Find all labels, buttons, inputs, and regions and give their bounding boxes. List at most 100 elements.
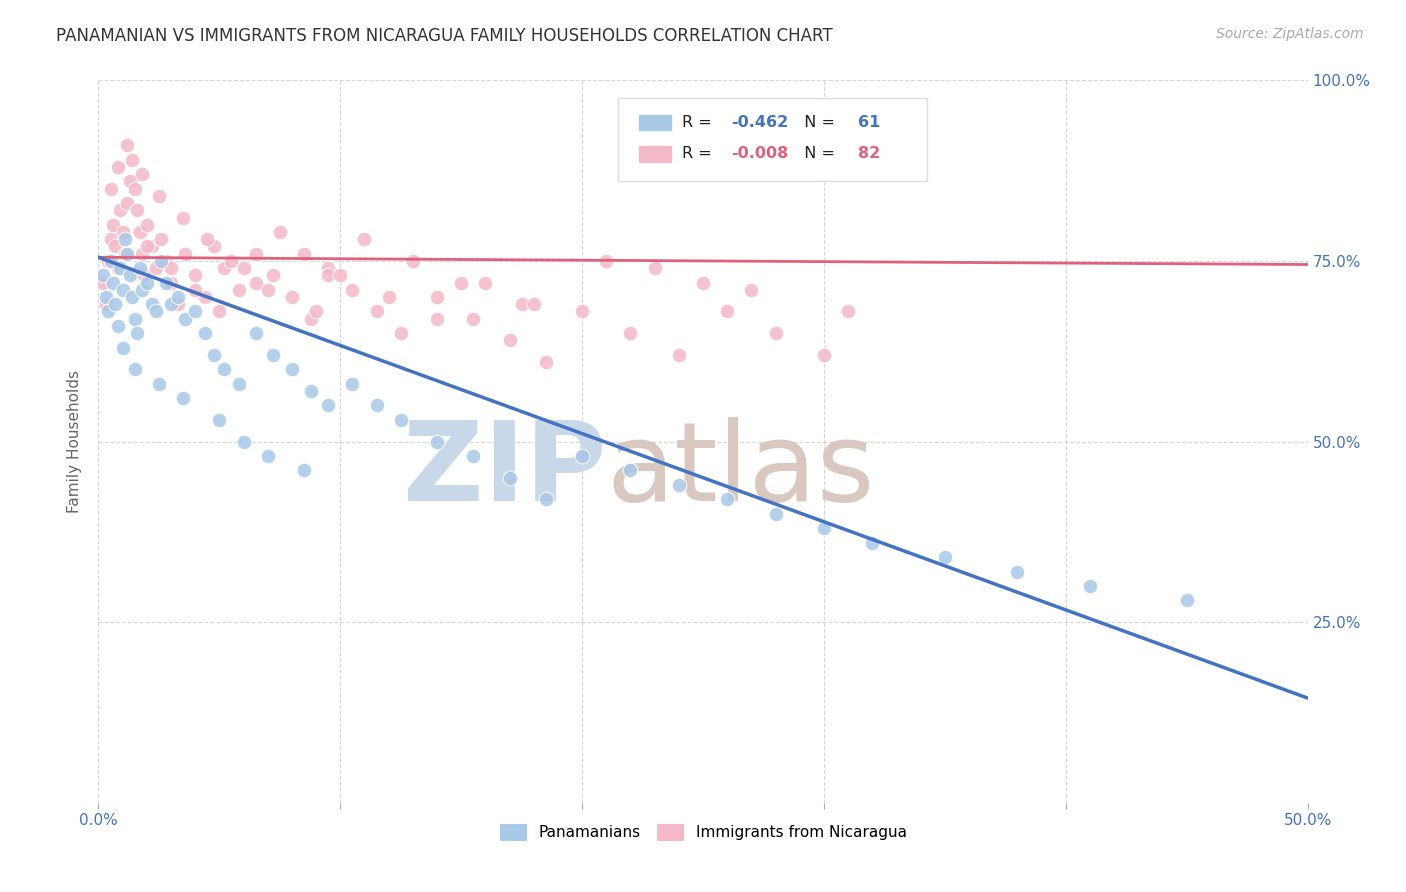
Point [107,261,129,276]
Point [595,253,617,268]
Point [118,268,141,283]
Point [97,253,120,268]
Point [131,167,153,181]
Point [474,276,496,290]
Point [716,492,738,507]
Point [619,463,641,477]
Text: -0.008: -0.008 [731,146,787,161]
Point [172,391,194,405]
Point [292,463,315,477]
Point [134,268,156,283]
Point [160,261,183,276]
Point [299,311,322,326]
Point [184,283,207,297]
Point [111,283,134,297]
Point [135,276,157,290]
Point [174,246,197,260]
Point [463,449,485,463]
Point [305,304,328,318]
Point [245,246,267,260]
Point [204,348,226,362]
Point [377,290,399,304]
Point [195,232,218,246]
Point [232,261,254,276]
Point [619,326,641,340]
Text: Source: ZipAtlas.com: Source: ZipAtlas.com [1216,27,1364,41]
Point [269,225,291,239]
Point [167,290,190,304]
Point [117,246,139,260]
Point [402,253,425,268]
Point [534,492,557,507]
Point [155,253,177,268]
Point [148,376,170,391]
Point [221,253,243,268]
Point [523,297,546,311]
Point [208,413,231,427]
Point [160,276,183,290]
Point [100,253,122,268]
Point [111,341,134,355]
Point [108,261,131,276]
Point [118,174,141,188]
Point [813,521,835,535]
Point [184,268,207,283]
Point [316,398,339,412]
Point [167,297,190,311]
Point [100,182,122,196]
Point [141,239,163,253]
Point [145,261,167,276]
Point [128,261,150,276]
Legend: Panamanians, Immigrants from Nicaragua: Panamanians, Immigrants from Nicaragua [494,817,912,847]
Point [292,246,315,260]
Point [228,283,250,297]
Point [389,326,412,340]
Point [111,225,134,239]
Point [1007,565,1029,579]
Point [534,355,557,369]
Point [510,297,533,311]
Text: atlas: atlas [606,417,875,524]
Point [813,348,835,362]
Point [765,507,787,521]
Point [194,290,217,304]
Point [389,413,412,427]
Point [100,232,122,246]
Point [228,376,250,391]
Point [104,239,127,253]
Point [107,318,129,333]
Point [101,276,124,290]
Point [342,376,364,391]
FancyBboxPatch shape [638,113,672,131]
Point [114,232,136,246]
Point [232,434,254,449]
Point [692,276,714,290]
Point [342,283,364,297]
Text: -0.462: -0.462 [731,115,787,129]
Point [141,297,163,311]
Text: 61: 61 [858,115,880,129]
Point [256,449,278,463]
Point [212,362,235,376]
Point [281,362,304,376]
FancyBboxPatch shape [619,98,927,181]
Point [316,268,339,283]
Point [91,268,114,283]
Point [124,311,146,326]
Point [174,311,197,326]
Point [172,211,194,225]
Point [150,253,173,268]
Point [281,290,304,304]
Point [121,153,143,167]
Text: PANAMANIAN VS IMMIGRANTS FROM NICARAGUA FAMILY HOUSEHOLDS CORRELATION CHART: PANAMANIAN VS IMMIGRANTS FROM NICARAGUA … [56,27,832,45]
Point [131,283,153,297]
Point [498,334,520,348]
Text: 82: 82 [858,146,880,161]
Point [426,311,449,326]
Point [117,138,139,153]
Point [668,478,690,492]
Point [262,268,284,283]
Text: N =: N = [794,115,839,129]
Point [127,326,149,340]
Point [117,196,139,211]
